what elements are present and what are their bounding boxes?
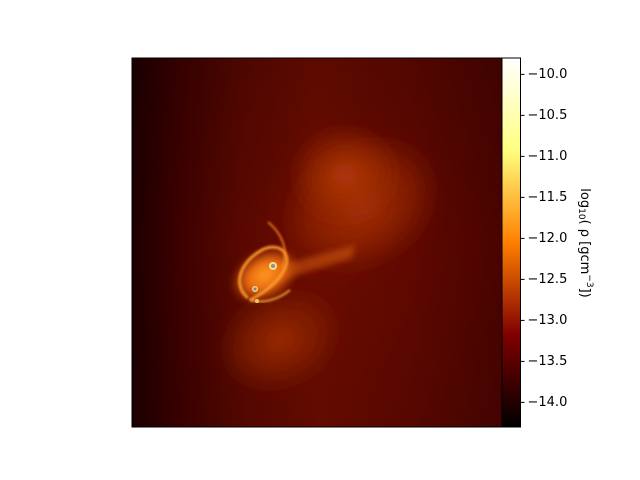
colorbar-tick-label: −10.0 — [528, 67, 568, 82]
density-map — [132, 58, 502, 427]
colorbar-tick-label: −11.5 — [528, 190, 568, 205]
colorbar-label-end: ]) — [578, 288, 593, 298]
colorbar-tick-label: −13.0 — [528, 313, 568, 328]
colorbar-label-sub: 10 — [577, 208, 587, 220]
colorbar-tick-label: −12.0 — [528, 231, 568, 246]
colorbar-gradient — [502, 58, 521, 427]
colorbar-tick-label: −11.0 — [528, 149, 568, 164]
colorbar-label: log10( ρ [gcm−3]) — [577, 188, 595, 297]
colorbar-tick-label: −13.5 — [528, 354, 568, 369]
colorbar-tick-label: −12.5 — [528, 272, 568, 287]
colorbar-frame — [501, 57, 521, 428]
colorbar-tick-label: −14.0 — [528, 395, 568, 410]
colorbar-label-prefix: log — [578, 188, 593, 208]
colorbar-tick-label: −10.5 — [528, 108, 568, 123]
colorbar-label-mid: ( ρ [gcm — [578, 220, 593, 275]
colorbar: −10.0 −10.5 −11.0 −11.5 −12.0 −12.5 −13.0 −13.5… — [501, 57, 595, 428]
colorbar-label-sup: −3 — [585, 274, 595, 287]
